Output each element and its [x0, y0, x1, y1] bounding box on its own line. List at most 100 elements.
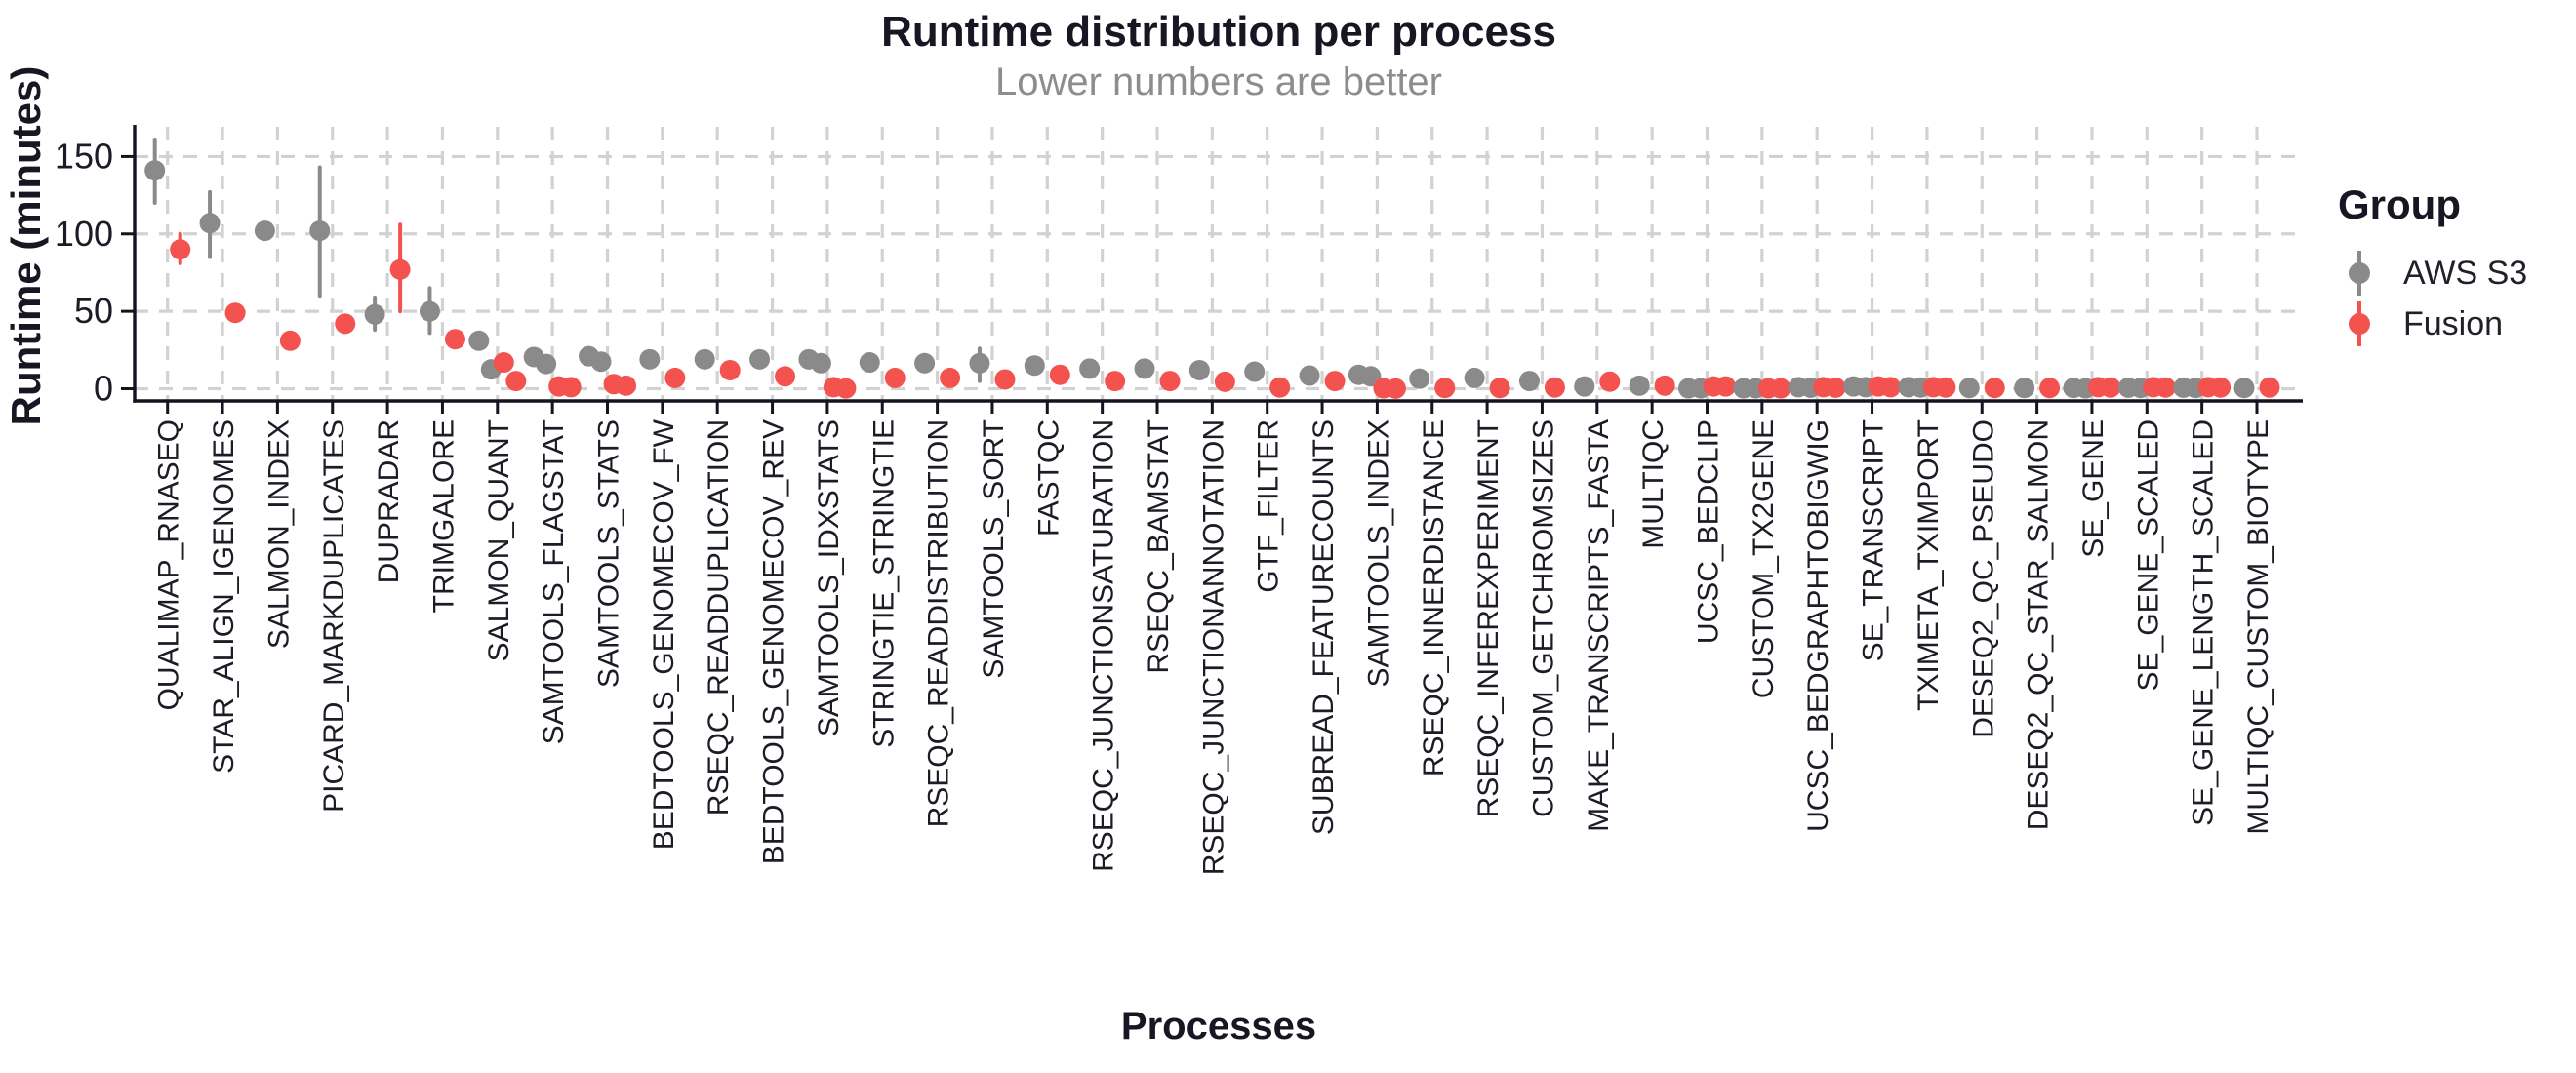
x-tick-label: RSEQC_BAMSTAT: [1143, 419, 1175, 674]
chart-subtitle: Lower numbers are better: [994, 60, 1442, 103]
pointrange-key-icon: [2349, 301, 2370, 346]
x-tick-label: CUSTOM_TX2GENE: [1748, 419, 1780, 698]
x-tick-label: DESEQ2_QC_PSEUDO: [1967, 419, 1999, 738]
x-tick-label: RSEQC_READDUPLICATION: [703, 419, 735, 815]
x-tick-label: RSEQC_READDISTRIBUTION: [923, 419, 955, 827]
data-point-aws-s3: [199, 213, 221, 234]
data-point-aws-s3: [1024, 355, 1045, 377]
x-tick-label: SE_GENE_LENGTH_SCALED: [2188, 419, 2220, 826]
data-point-fusion: [1984, 378, 2005, 399]
data-point-aws-s3: [579, 345, 599, 367]
data-point-aws-s3: [1299, 365, 1320, 386]
data-point-aws-s3: [859, 352, 880, 374]
x-tick-label: STRINGTIE_STRINGTIE: [867, 419, 900, 748]
data-point-fusion: [1105, 371, 1126, 392]
x-tick-label: GTF_FILTER: [1253, 419, 1285, 593]
legend: Group AWS S3 Fusion: [2338, 181, 2527, 349]
x-tick-label: TRIMGALORE: [427, 419, 460, 613]
data-point-fusion: [616, 375, 636, 396]
x-tick-label: SE_GENE: [2077, 419, 2110, 558]
legend-item-label: Fusion: [2403, 304, 2504, 342]
x-tick-label: MAKE_TRANSCRIPTS_FASTA: [1583, 419, 1615, 832]
data-point-fusion: [1825, 377, 1846, 398]
x-tick-label: SUBREAD_FEATURECOUNTS: [1308, 419, 1340, 835]
x-tick-label: PICARD_MARKDUPLICATES: [318, 419, 350, 813]
legend-item-aws-s3: AWS S3: [2338, 248, 2527, 298]
data-point-aws-s3: [1348, 364, 1369, 385]
data-point-fusion: [1654, 375, 1675, 396]
legend-item-label: AWS S3: [2403, 254, 2528, 292]
x-tick-label: BEDTOOLS_GENOMECOV_FW: [648, 418, 680, 850]
data-point-fusion: [1159, 371, 1181, 392]
data-point-aws-s3: [1629, 375, 1650, 396]
data-point-aws-s3: [419, 300, 440, 322]
x-tick-label: SE_TRANSCRIPT: [1858, 419, 1890, 661]
data-point-fusion: [775, 366, 796, 387]
data-point-fusion: [2039, 378, 2061, 399]
data-point-fusion: [505, 371, 527, 392]
data-point-aws-s3: [914, 352, 936, 374]
data-point-aws-s3: [364, 303, 385, 325]
x-tick-label: SAMTOOLS_STATS: [593, 419, 625, 688]
data-point-aws-s3: [639, 348, 661, 370]
data-point-aws-s3: [1574, 376, 1595, 397]
data-point-aws-s3: [2234, 378, 2255, 399]
data-point-aws-s3: [694, 348, 715, 370]
data-point-fusion: [1214, 371, 1235, 392]
data-point-fusion: [389, 258, 411, 280]
x-tick-label: DESEQ2_QC_STAR_SALMON: [2023, 419, 2055, 830]
x-tick-label: RSEQC_JUNCTIONSATURATION: [1088, 419, 1120, 872]
data-point-fusion: [560, 377, 582, 398]
data-point-fusion: [1544, 377, 1565, 398]
data-point-aws-s3: [1518, 371, 1540, 392]
x-tick-label: MULTIQC: [1637, 419, 1670, 549]
x-tick-label: UCSC_BEDCLIP: [1693, 419, 1725, 644]
data-point-aws-s3: [1788, 377, 1809, 398]
data-point-fusion: [444, 329, 465, 350]
data-point-fusion: [335, 313, 356, 335]
data-point-aws-s3: [1733, 378, 1754, 399]
data-point-fusion: [279, 330, 301, 351]
pointrange-key-icon: [2349, 251, 2370, 296]
data-point-aws-s3: [1958, 378, 1980, 399]
data-point-fusion: [664, 367, 686, 388]
data-point-aws-s3: [798, 348, 820, 370]
x-tick-label: MULTIQC_CUSTOM_BIOTYPE: [2242, 419, 2274, 835]
data-point-fusion: [1489, 378, 1510, 399]
data-point-aws-s3: [2063, 378, 2084, 399]
data-point-fusion: [994, 369, 1016, 390]
data-point-fusion: [493, 352, 514, 374]
data-point-fusion: [1324, 371, 1346, 392]
x-tick-label: SAMTOOLS_SORT: [978, 419, 1010, 679]
chart-title: Runtime distribution per process: [881, 8, 1556, 56]
x-tick-label: SAMTOOLS_IDXSTATS: [813, 419, 845, 736]
data-point-aws-s3: [254, 220, 275, 242]
x-tick-label: RSEQC_JUNCTIONANNOTATION: [1197, 419, 1229, 875]
x-tick-label: SAMTOOLS_INDEX: [1362, 419, 1394, 688]
x-axis-title: Processes: [1120, 1005, 1317, 1048]
data-point-aws-s3: [2117, 377, 2139, 398]
data-point-aws-s3: [1134, 358, 1155, 379]
legend-item-fusion: Fusion: [2338, 298, 2527, 349]
x-tick-label: SAMTOOLS_FLAGSTAT: [538, 419, 570, 744]
y-tick-label: 50: [74, 291, 113, 331]
data-point-fusion: [884, 367, 906, 388]
data-point-aws-s3: [969, 352, 990, 374]
y-tick-label: 150: [55, 136, 113, 176]
data-point-aws-s3: [1678, 378, 1699, 399]
x-tick-label: RSEQC_INNERDISTANCE: [1418, 419, 1450, 776]
x-tick-label: BEDTOOLS_GENOMECOV_REV: [758, 419, 790, 864]
x-tick-label: STAR_ALIGN_IGENOMES: [208, 419, 240, 774]
data-point-fusion: [1880, 377, 1902, 398]
x-tick-label: RSEQC_INFEREXPERIMENT: [1472, 419, 1505, 817]
data-point-fusion: [940, 367, 961, 388]
x-tick-label: SALMON_QUANT: [483, 419, 515, 661]
data-point-aws-s3: [1898, 377, 1919, 398]
data-point-aws-s3: [468, 330, 490, 351]
x-tick-label: DUPRADAR: [373, 419, 405, 583]
data-point-fusion: [2100, 377, 2121, 398]
x-tick-label: FASTQC: [1032, 419, 1065, 536]
data-point-fusion: [1385, 378, 1406, 399]
data-point-fusion: [1269, 377, 1291, 398]
data-point-aws-s3: [1079, 358, 1101, 379]
